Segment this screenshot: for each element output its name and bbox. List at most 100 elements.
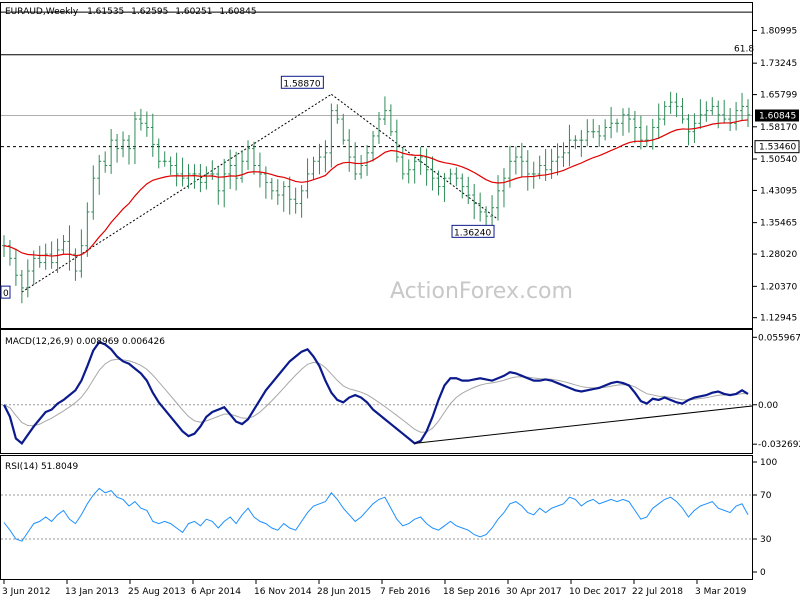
price-bar (43, 243, 48, 270)
price-bar (365, 145, 370, 176)
price-bar (448, 168, 453, 184)
macd-pane-frame (0, 329, 753, 454)
price-bar (210, 160, 215, 180)
price-bar (234, 151, 239, 191)
price-bar (323, 140, 328, 173)
price-bar (382, 96, 387, 126)
price-bar (734, 102, 739, 131)
price-bar (240, 150, 245, 183)
price-bar (109, 129, 114, 174)
price-y-tick-label: 1.65799 (760, 91, 797, 101)
price-bar (37, 245, 42, 268)
rsi-y-tick-label: 100 (760, 458, 777, 468)
price-bar (216, 166, 221, 205)
price-annotation-box (0, 285, 11, 299)
price-bar (585, 119, 590, 147)
price-bar (513, 146, 518, 175)
price-bar (359, 155, 364, 179)
support-price-box (754, 140, 800, 154)
price-bar (496, 175, 501, 221)
price-bar (376, 111, 381, 144)
price-bar (632, 110, 637, 144)
price-bar (442, 172, 447, 202)
price-bar (162, 151, 167, 167)
price-bar (555, 143, 560, 176)
x-tick-label: 18 Sep 2016 (443, 587, 500, 597)
price-bar (329, 103, 334, 168)
price-bar (67, 225, 72, 271)
price-bar (674, 92, 679, 118)
price-y-tick-label: 1.50540 (760, 155, 797, 165)
price-bar (132, 111, 137, 165)
price-bar (126, 134, 131, 165)
price-bar (621, 108, 626, 136)
price-bar (638, 115, 643, 150)
price-bar (525, 150, 530, 191)
price-bar (597, 124, 602, 147)
price-bar (722, 99, 727, 124)
rsi-y-tick-label: 0 (760, 568, 766, 578)
x-tick-label: 16 Nov 2014 (254, 587, 312, 597)
price-bar (394, 119, 399, 163)
price-bar (710, 97, 715, 116)
macd-trendline (414, 405, 753, 444)
price-bar (371, 130, 376, 162)
fib-label: 61.8 (734, 45, 754, 55)
fib-swing-down (331, 93, 499, 220)
price-bar (13, 248, 18, 286)
price-bar (180, 157, 185, 187)
macd-y-tick-label: 0.00 (758, 401, 778, 411)
price-bar (91, 165, 96, 220)
price-bar (668, 91, 673, 114)
price-bar (704, 101, 709, 122)
price-pane-frame (0, 2, 753, 329)
price-bar (144, 111, 149, 137)
price-bar (728, 108, 733, 132)
price-bar (257, 152, 262, 188)
price-bar (246, 140, 251, 171)
price-bar (156, 138, 161, 169)
x-axis: 3 Jun 2012 13 Jan 2013 25 Aug 2013 6 Apr 20… (2, 580, 747, 597)
current-price-box (755, 109, 799, 122)
price-bar (287, 176, 292, 215)
price-layer: 61.8 1.58870 1.36240 0 1.80995 1.73245 1.65799… (0, 11, 800, 324)
price-bar (454, 167, 459, 187)
price-annotation-label: 1.36240 (454, 228, 491, 238)
price-bar (698, 99, 703, 129)
price-bar (97, 154, 102, 195)
price-bar (281, 181, 286, 212)
price-bar (341, 113, 346, 145)
x-tick-label: 6 Apr 2014 (191, 587, 241, 597)
price-bar (543, 148, 548, 181)
price-bar (150, 113, 155, 157)
support-price-label: 1.53460 (759, 143, 796, 153)
macd-signal-line (3, 358, 749, 433)
price-bar (644, 125, 649, 147)
price-bar (472, 183, 477, 220)
price-bar (222, 158, 227, 208)
price-bar (61, 235, 66, 255)
price-y-tick-label: 1.35465 (760, 219, 797, 229)
price-bar (103, 151, 108, 173)
price-bar (567, 124, 572, 167)
price-y-tick-label: 1.12945 (760, 314, 797, 324)
macd-y-tick-label: -0.032692 (758, 440, 800, 450)
price-bar (204, 166, 209, 190)
price-bar (228, 149, 233, 190)
price-bar (466, 176, 471, 205)
price-bar (501, 168, 506, 208)
price-bar (347, 129, 352, 172)
price-bar (418, 147, 423, 175)
price-y-tick-label: 1.20370 (760, 282, 797, 292)
price-bar (168, 156, 173, 175)
price-annotation-label: 1.58870 (283, 79, 320, 89)
price-bar (531, 161, 536, 189)
price-bar (121, 131, 126, 158)
price-bar (7, 240, 12, 266)
price-bar (519, 142, 524, 178)
moving-average-line (3, 119, 749, 257)
price-bar (716, 100, 721, 129)
price-bar (573, 135, 578, 150)
price-bar (25, 259, 30, 298)
